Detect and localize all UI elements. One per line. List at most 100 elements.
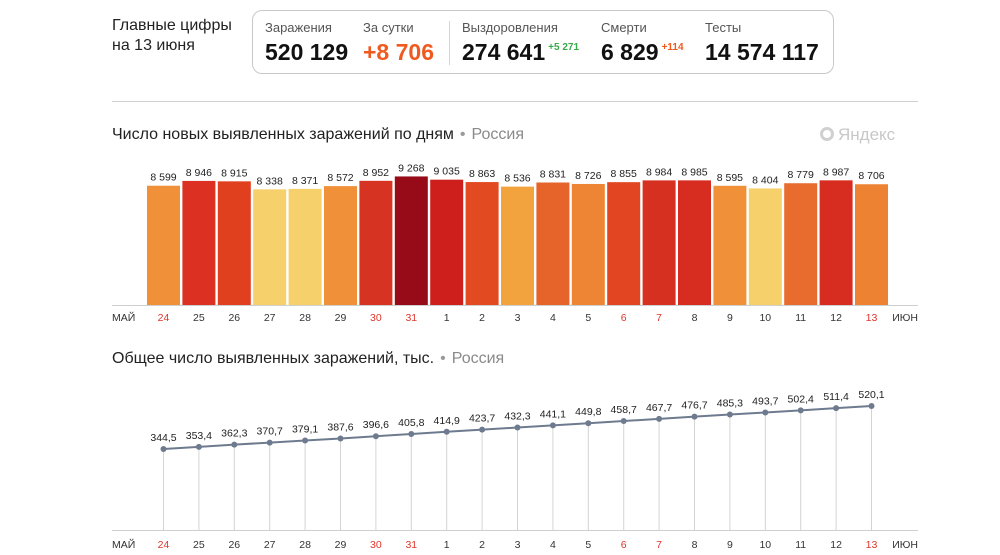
headline-title: Главные цифры: [112, 17, 232, 34]
bar-value-label: 8 863: [469, 168, 495, 180]
month-label-end: ИЮН: [892, 539, 918, 551]
point-value-label: 467,7: [646, 402, 672, 414]
bar: [642, 180, 676, 305]
point-value-label: 449,8: [575, 406, 601, 418]
yandex-logo-icon: [820, 127, 834, 141]
stat-tests-value: 14 574 117: [705, 39, 819, 65]
x-tick-label: 27: [264, 539, 276, 551]
total-chart-region: Россия: [451, 350, 505, 367]
data-point: [479, 426, 486, 433]
data-point: [549, 422, 556, 429]
bar-value-label: 8 404: [752, 174, 778, 186]
x-tick-label: 2: [479, 312, 485, 324]
x-tick-label: 3: [515, 312, 521, 324]
x-tick-label: 7: [656, 539, 662, 551]
bar-value-label: 8 831: [540, 169, 566, 181]
bar-value-label: 8 915: [221, 167, 247, 179]
month-label-start: МАЙ: [112, 538, 135, 551]
data-point: [337, 435, 344, 442]
x-tick-label: 6: [621, 312, 627, 324]
stat-tests: Тесты 14 574 117: [705, 20, 819, 66]
stat-deaths-value: 6 829: [601, 39, 659, 65]
bar: [359, 180, 393, 305]
point-value-label: 476,7: [681, 400, 707, 412]
stat-deaths: Смерти 6 829 +114: [601, 20, 684, 66]
bar: [147, 185, 180, 305]
point-value-label: 414,9: [434, 415, 460, 427]
stat-recovered-label: Выздоровления: [462, 20, 558, 35]
bar: [501, 186, 534, 305]
headline-date: на 13 июня: [112, 37, 195, 54]
bar: [678, 180, 711, 305]
total-cases-line-chart: 344,524353,425362,326370,727379,128387,6…: [112, 389, 918, 551]
x-tick-label: 5: [585, 539, 591, 551]
daily-chart-title-text: Число новых выявленных заражений по дням: [112, 126, 454, 143]
bar: [394, 176, 428, 305]
x-tick-label: 2: [479, 539, 485, 551]
data-point: [797, 407, 804, 414]
x-tick-label: 12: [830, 312, 842, 324]
bar-value-label: 8 985: [681, 166, 707, 178]
title-separator-dot: •: [440, 350, 446, 367]
daily-chart-region: Россия: [471, 126, 524, 143]
point-value-label: 520,1: [858, 389, 884, 401]
point-value-label: 396,6: [363, 419, 389, 431]
bar: [217, 181, 251, 305]
point-value-label: 485,3: [717, 398, 743, 410]
x-tick-label: 12: [830, 539, 842, 551]
point-value-label: 441,1: [540, 408, 566, 420]
data-point: [266, 439, 273, 446]
x-tick-label: 10: [759, 312, 771, 324]
x-tick-label: 25: [193, 312, 205, 324]
x-tick-label: 24: [158, 539, 170, 551]
bar: [607, 182, 641, 305]
data-point: [656, 415, 663, 422]
bar: [748, 188, 782, 305]
point-value-label: 387,6: [327, 421, 353, 433]
x-tick-label: 31: [405, 312, 417, 324]
bar: [536, 182, 570, 305]
bar: [288, 188, 322, 305]
stat-daily: За сутки +8 706: [363, 20, 434, 66]
bar: [182, 180, 216, 305]
bar: [784, 183, 818, 305]
key-figures-panel: Заражения 520 129 За сутки +8 706 Выздор…: [252, 10, 834, 74]
data-point: [726, 411, 733, 418]
x-tick-label: 29: [335, 312, 347, 324]
bar: [324, 186, 357, 305]
stat-recovered-row: 274 641 +5 271: [462, 39, 579, 66]
bar-value-label: 8 952: [363, 167, 389, 179]
x-tick-label: 8: [692, 539, 698, 551]
x-tick-label: 11: [795, 539, 806, 551]
x-tick-label: 4: [550, 312, 556, 324]
x-tick-label: 4: [550, 539, 556, 551]
point-value-label: 370,7: [257, 426, 283, 438]
stat-deaths-label: Смерти: [601, 20, 647, 35]
x-tick-label: 10: [759, 539, 771, 551]
bar: [855, 184, 888, 305]
data-point: [585, 420, 592, 427]
x-tick-label: 28: [299, 312, 311, 324]
yandex-watermark: Яндекс: [820, 125, 895, 145]
bar-value-label: 8 855: [611, 168, 637, 180]
x-tick-label: 26: [228, 539, 240, 551]
bar-value-label: 9 268: [398, 162, 424, 174]
bar-value-label: 9 035: [434, 166, 460, 178]
point-value-label: 423,7: [469, 413, 495, 425]
data-point: [231, 441, 238, 448]
bar: [465, 182, 499, 305]
stat-tests-label: Тесты: [705, 20, 742, 35]
stat-daily-label: За сутки: [363, 20, 414, 35]
divider-line: [112, 101, 918, 102]
stat-daily-value: +8 706: [363, 39, 434, 65]
yandex-watermark-text: Яндекс: [838, 125, 896, 144]
data-point: [372, 433, 379, 440]
data-point: [514, 424, 521, 431]
point-value-label: 432,3: [504, 411, 530, 423]
headline: Главные цифры на 13 июня: [112, 16, 232, 56]
x-tick-label: 5: [585, 312, 591, 324]
bar-value-label: 8 595: [717, 172, 743, 184]
title-separator-dot: •: [459, 126, 466, 143]
stat-recovered-value: 274 641: [462, 39, 546, 65]
x-tick-label: 31: [405, 539, 417, 551]
